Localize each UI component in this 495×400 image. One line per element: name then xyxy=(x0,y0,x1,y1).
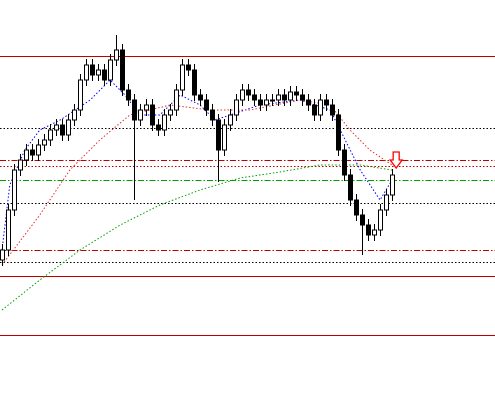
candle-body xyxy=(150,104,155,126)
candle-body xyxy=(174,89,179,111)
candle-body xyxy=(0,249,5,261)
candle-body xyxy=(120,49,125,91)
candle-body xyxy=(168,109,173,116)
candle-body xyxy=(84,64,89,81)
candle-body xyxy=(108,59,113,81)
candle-body xyxy=(30,149,35,156)
candle-body xyxy=(72,109,77,121)
candle-body xyxy=(132,99,137,121)
candle-body xyxy=(36,144,41,156)
candle-body xyxy=(96,69,101,76)
candle-body xyxy=(390,174,395,196)
candle-body xyxy=(156,124,161,131)
candle-body xyxy=(234,99,239,116)
candle-body xyxy=(384,194,389,211)
candle-body xyxy=(270,99,275,102)
signal-arrow xyxy=(388,151,404,170)
candle-body xyxy=(252,94,257,101)
moving-average xyxy=(1,164,393,311)
candle-body xyxy=(114,49,119,61)
candle-body xyxy=(54,124,59,131)
candle-body xyxy=(192,69,197,96)
candle-body xyxy=(312,104,317,116)
candle-body xyxy=(300,94,305,101)
candle-body xyxy=(186,64,191,71)
candle-body xyxy=(294,91,299,96)
candle-body xyxy=(90,64,95,76)
candle-body xyxy=(12,169,17,211)
candle-body xyxy=(198,94,203,101)
candle-body xyxy=(348,174,353,201)
candle-body xyxy=(162,114,167,131)
candle-body xyxy=(210,109,215,121)
candle-body xyxy=(144,104,149,111)
candle-body xyxy=(24,149,29,161)
candle-body xyxy=(180,64,185,91)
candle-body xyxy=(288,91,293,101)
candle-body xyxy=(306,99,311,106)
candle-body xyxy=(336,114,341,151)
candle-body xyxy=(216,119,221,151)
candle-body xyxy=(282,94,287,101)
candle-body xyxy=(126,89,131,101)
candle-body xyxy=(78,79,83,111)
candle-body xyxy=(360,214,365,226)
candle-body xyxy=(6,209,11,251)
candle-body xyxy=(66,119,71,136)
candle-body xyxy=(378,209,383,231)
candle-body xyxy=(138,109,143,121)
candle-body xyxy=(354,199,359,216)
candle-body xyxy=(42,139,47,146)
candle-body xyxy=(102,69,107,81)
candle-body xyxy=(366,224,371,236)
candle-body xyxy=(204,99,209,111)
candle-body xyxy=(48,129,53,141)
candle-body xyxy=(330,104,335,116)
candle-body xyxy=(60,124,65,136)
candle-body xyxy=(222,124,227,151)
candle-body xyxy=(246,89,251,96)
candle-body xyxy=(264,99,269,106)
candle-body xyxy=(258,99,263,106)
candle-body xyxy=(276,94,281,101)
candle-body xyxy=(18,159,23,171)
candle-body xyxy=(240,89,245,101)
candle-body xyxy=(342,149,347,176)
candle-body xyxy=(318,99,323,116)
candle-body xyxy=(324,99,329,106)
candle-body xyxy=(372,229,377,236)
candle-body xyxy=(228,114,233,126)
